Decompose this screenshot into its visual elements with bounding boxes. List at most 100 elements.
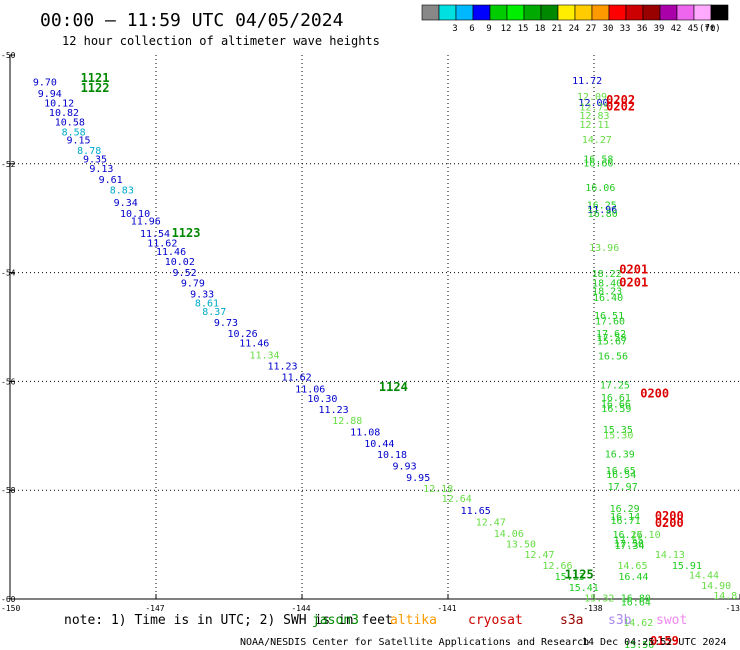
wave-height-label: 11.62 bbox=[147, 238, 177, 249]
legend-swatch bbox=[472, 4, 491, 21]
footer-timestamp: 14 Dec 04:25:52 UTC 2024 bbox=[582, 637, 727, 648]
pass-time-label: 1124 bbox=[379, 380, 408, 394]
wave-height-label: 12.64 bbox=[442, 494, 472, 505]
legend-swatch bbox=[591, 4, 610, 21]
legend-swatch bbox=[608, 4, 627, 21]
wave-height-label: 11.72 bbox=[572, 76, 602, 87]
legend-tick-label: 39 bbox=[654, 24, 665, 34]
legend-tick-label: 24 bbox=[569, 24, 580, 34]
wave-height-label: 9.61 bbox=[99, 175, 123, 186]
pass-time-label: 0200 bbox=[640, 387, 669, 401]
pass-time-label: 0200 bbox=[655, 509, 684, 523]
wave-height-label: 14.27 bbox=[582, 135, 612, 146]
wave-height-label: 16.65 bbox=[606, 466, 636, 477]
wave-height-label: 8.58 bbox=[62, 128, 86, 139]
wave-height-label: 11.34 bbox=[249, 351, 279, 362]
pass-time-label: 1122 bbox=[81, 81, 110, 95]
wave-height-label: 16.66 bbox=[583, 159, 613, 170]
wave-height-label: 9.95 bbox=[406, 473, 430, 484]
wave-height-label: 10.30 bbox=[307, 394, 337, 405]
wave-height-label: 16.80 bbox=[621, 594, 651, 605]
wave-height-label: 10.44 bbox=[364, 439, 394, 450]
satellite-name: swot bbox=[656, 613, 687, 628]
wave-height-label: 16.44 bbox=[618, 572, 648, 583]
legend-tick-label: 15 bbox=[518, 24, 529, 34]
wave-height-label: 14.65 bbox=[617, 561, 647, 572]
wave-height-label: 16.25 bbox=[587, 200, 617, 211]
x-tick-label: -138 bbox=[583, 604, 602, 613]
y-tick-label: -60 bbox=[1, 595, 16, 604]
legend-tick-label: 27 bbox=[586, 24, 597, 34]
data-points: 9.709.9410.1210.8210.588.589.158.789.359… bbox=[33, 76, 737, 650]
wave-height-label: 13.96 bbox=[589, 243, 619, 254]
wave-height-label: 16.80 bbox=[588, 209, 618, 220]
x-tick-label: -147 bbox=[145, 604, 164, 613]
legend-unit: (ft) bbox=[699, 24, 721, 34]
pass-time-label: 1123 bbox=[172, 226, 201, 240]
wave-height-label: 16.39 bbox=[605, 450, 635, 461]
wave-height-label: 10.26 bbox=[228, 329, 258, 340]
wave-height-label: 12.00 bbox=[578, 98, 608, 109]
legend-swatch bbox=[642, 4, 661, 21]
y-tick-label: -54 bbox=[1, 269, 16, 278]
legend-swatch bbox=[421, 4, 440, 21]
x-tick-label: -150 bbox=[1, 604, 20, 613]
wave-height-label: 17.60 bbox=[595, 316, 625, 327]
wave-height-label: 16.59 bbox=[601, 404, 631, 415]
wave-height-label: 14.44 bbox=[689, 570, 719, 581]
pass-time-label: 0202 bbox=[606, 93, 635, 107]
pass-time-label: 0201 bbox=[619, 276, 648, 290]
wave-height-label: 16.61 bbox=[601, 393, 631, 404]
wave-height-label: 15.35 bbox=[603, 425, 633, 436]
wave-height-label: 9.93 bbox=[393, 462, 417, 473]
legend-tick-label: 12 bbox=[501, 24, 512, 34]
satellite-legend: jason3 altika cryosat s3a s3b swot bbox=[312, 613, 687, 628]
axes: -50 -52 -54 -56 -58 -60-150 -147 -144 -141 -138 -1… bbox=[1, 51, 740, 613]
legend-swatch bbox=[455, 4, 474, 21]
wave-height-label: 15.50 bbox=[624, 640, 654, 650]
wave-height-label: 10.10 bbox=[120, 209, 150, 220]
satellite-name: altika bbox=[390, 613, 437, 628]
legend-swatch bbox=[523, 4, 542, 21]
wave-height-label: 11.46 bbox=[239, 339, 269, 350]
legend-tick-label: 30 bbox=[603, 24, 614, 34]
legend-tick-label: 9 bbox=[486, 24, 491, 34]
wave-height-label: 12.66 bbox=[542, 561, 572, 572]
satellite-name: jason3 bbox=[312, 613, 359, 628]
legend-swatch bbox=[540, 4, 559, 21]
wave-height-label: 16.54 bbox=[606, 470, 636, 481]
y-tick-label: -56 bbox=[1, 377, 16, 386]
wave-height-label: 9.79 bbox=[181, 279, 205, 290]
wave-height-label: 9.94 bbox=[38, 89, 62, 100]
wave-height-label: 17.10 bbox=[631, 530, 661, 541]
wave-height-label: 9.13 bbox=[89, 164, 113, 175]
satellite-name: cryosat bbox=[468, 613, 523, 628]
wave-height-label: 16.56 bbox=[598, 352, 628, 363]
pass-time-label: 0201 bbox=[619, 263, 648, 277]
wave-height-label: 12.47 bbox=[524, 550, 554, 561]
legend-tick-label: 70 bbox=[705, 24, 716, 34]
wave-height-label: 13.50 bbox=[506, 539, 536, 550]
wave-height-label: 11.96 bbox=[587, 205, 617, 216]
wave-height-label: 17.55 bbox=[613, 536, 643, 547]
legend-swatch bbox=[574, 4, 593, 21]
wave-height-label: 15.67 bbox=[597, 336, 627, 347]
legend-tick-label: 45 bbox=[688, 24, 699, 34]
legend-swatch bbox=[438, 4, 457, 21]
wave-height-label: 12.83 bbox=[579, 111, 609, 122]
wave-height-label: 8.78 bbox=[77, 146, 101, 157]
wave-height-label: 18.40 bbox=[592, 279, 622, 290]
wave-height-label: 11.23 bbox=[319, 405, 349, 416]
wave-height-label: 12.09 bbox=[577, 92, 607, 103]
wave-height-label: 9.34 bbox=[114, 198, 138, 209]
legend-swatch bbox=[710, 4, 729, 21]
wave-height-label: 11.46 bbox=[156, 247, 186, 258]
wave-height-label: 17.58 bbox=[614, 539, 644, 550]
pass-time-label: 1125 bbox=[565, 567, 594, 581]
legend-swatch bbox=[489, 4, 508, 21]
legend-swatch bbox=[693, 4, 712, 21]
footer-credit: NOAA/NESDIS Center for Satellite Applica… bbox=[240, 637, 589, 648]
satellite-name: s3a bbox=[560, 613, 583, 628]
